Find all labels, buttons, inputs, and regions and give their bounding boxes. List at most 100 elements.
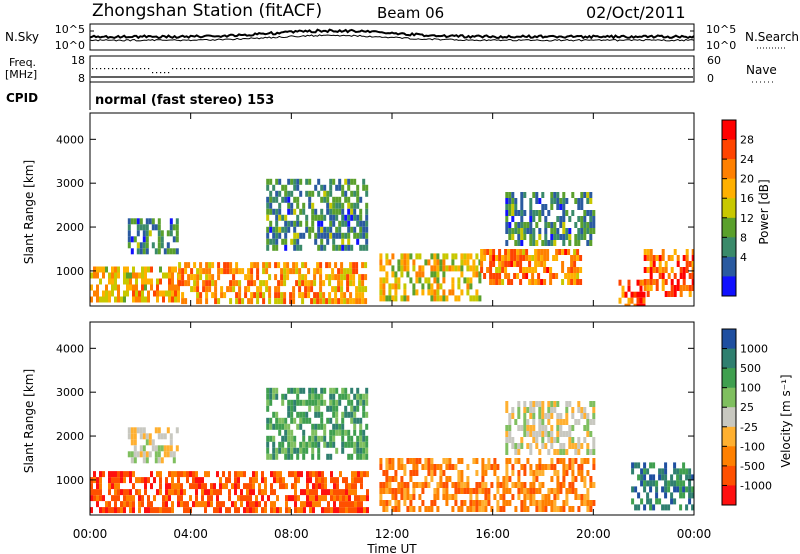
heatmap-cell	[253, 262, 257, 269]
heatmap-cell	[305, 220, 309, 227]
heatmap-cell	[403, 253, 407, 260]
heatmap-cell	[436, 506, 440, 512]
heatmap-cell	[275, 423, 279, 430]
heatmap-cell	[364, 274, 368, 281]
nave-point	[236, 68, 238, 70]
heatmap-cell	[475, 271, 479, 278]
heatmap-cell	[293, 447, 297, 454]
heatmap-cell	[302, 387, 306, 394]
heatmap-cell	[562, 482, 566, 488]
heatmap-cell	[547, 222, 551, 228]
heatmap-cell	[284, 244, 288, 251]
heatmap-cell	[300, 471, 303, 478]
heatmap-cell	[168, 471, 171, 478]
heatmap-cell	[409, 277, 413, 284]
heatmap-cell	[546, 267, 550, 273]
heatmap-cell	[280, 274, 284, 281]
heatmap-cell	[303, 501, 306, 508]
heatmap-cell	[388, 488, 392, 494]
heatmap-cell	[531, 279, 535, 285]
heatmap-cell	[406, 271, 410, 278]
heatmap-cell	[415, 464, 419, 470]
heatmap-cell	[520, 482, 524, 488]
heatmap-cell	[475, 488, 479, 494]
heatmap-cell	[537, 261, 541, 267]
heatmap-cell	[139, 224, 143, 231]
heatmap-cell	[181, 280, 185, 287]
heatmap-cell	[388, 476, 392, 482]
heatmap-cell	[293, 244, 297, 251]
heatmap-cell	[505, 204, 509, 210]
heatmap-cell	[211, 274, 215, 281]
heatmap-cell	[338, 196, 342, 203]
heatmap-cell	[520, 228, 524, 234]
heatmap-cell	[559, 482, 563, 488]
heatmap-cell	[430, 500, 434, 506]
heatmap-cell	[159, 507, 162, 514]
heatmap-cell	[559, 458, 563, 464]
heatmap-cell	[526, 506, 530, 512]
heatmap-cell	[147, 501, 150, 508]
heatmap-cell	[528, 255, 532, 261]
heatmap-cell	[457, 476, 461, 482]
heatmap-cell	[168, 296, 171, 303]
heatmap-cell	[522, 249, 526, 255]
heatmap-cell	[583, 216, 587, 222]
heatmap-cell	[685, 267, 689, 273]
heatmap-cell	[175, 224, 179, 231]
heatmap-cell	[571, 482, 575, 488]
heatmap-cell	[359, 453, 363, 460]
heatmap-cell	[365, 435, 369, 442]
heatmap-cell	[439, 476, 443, 482]
heatmap-cell	[341, 387, 345, 394]
heatmap-cell	[142, 248, 146, 255]
heatmap-cell	[353, 447, 357, 454]
heatmap-cell	[105, 284, 108, 291]
heatmap-cell	[268, 262, 272, 269]
heatmap-cell	[145, 224, 149, 231]
nave-point	[128, 68, 130, 70]
heatmap-cell	[346, 280, 350, 287]
heatmap-cell	[344, 387, 348, 394]
heatmap-cell	[484, 500, 488, 506]
heatmap-cell	[243, 483, 246, 490]
y-tick-label: 4000	[56, 342, 84, 355]
heatmap-cell	[286, 274, 290, 281]
heatmap-cell	[646, 291, 650, 297]
heatmap-cell	[487, 458, 491, 464]
heatmap-cell	[266, 435, 270, 442]
heatmap-cell	[238, 280, 242, 287]
heatmap-cell	[580, 222, 584, 228]
heatmap-cell	[553, 464, 557, 470]
heatmap-cell	[281, 214, 285, 221]
heatmap-cell	[264, 477, 267, 484]
heatmap-cell	[353, 441, 357, 448]
heatmap-cell	[99, 471, 102, 478]
heatmap-cell	[469, 500, 473, 506]
heatmap-cell	[117, 489, 120, 496]
heatmap-cell	[454, 253, 458, 260]
heatmap-cell	[129, 471, 132, 478]
heatmap-cell	[505, 210, 509, 216]
heatmap-cell	[532, 488, 536, 494]
heatmap-cell	[275, 238, 279, 245]
heatmap-cell	[583, 425, 587, 431]
heatmap-cell	[293, 232, 297, 239]
heatmap-cell	[342, 477, 345, 484]
heatmap-cell	[144, 507, 147, 514]
heatmap-cell	[311, 429, 315, 436]
heatmap-cell	[511, 228, 515, 234]
heatmap-cell	[406, 494, 410, 500]
heatmap-cell	[341, 429, 345, 436]
heatmap-cell	[281, 226, 285, 233]
heatmap-cell	[166, 451, 170, 458]
heatmap-cell	[433, 253, 437, 260]
heatmap-cell	[583, 476, 587, 482]
nave-point	[480, 68, 482, 70]
heatmap-cell	[353, 423, 357, 430]
heatmap-cell	[341, 244, 345, 251]
heatmap-cell	[296, 423, 300, 430]
heatmap-cell	[493, 494, 497, 500]
nave-point	[276, 68, 278, 70]
heatmap-cell	[673, 468, 677, 475]
